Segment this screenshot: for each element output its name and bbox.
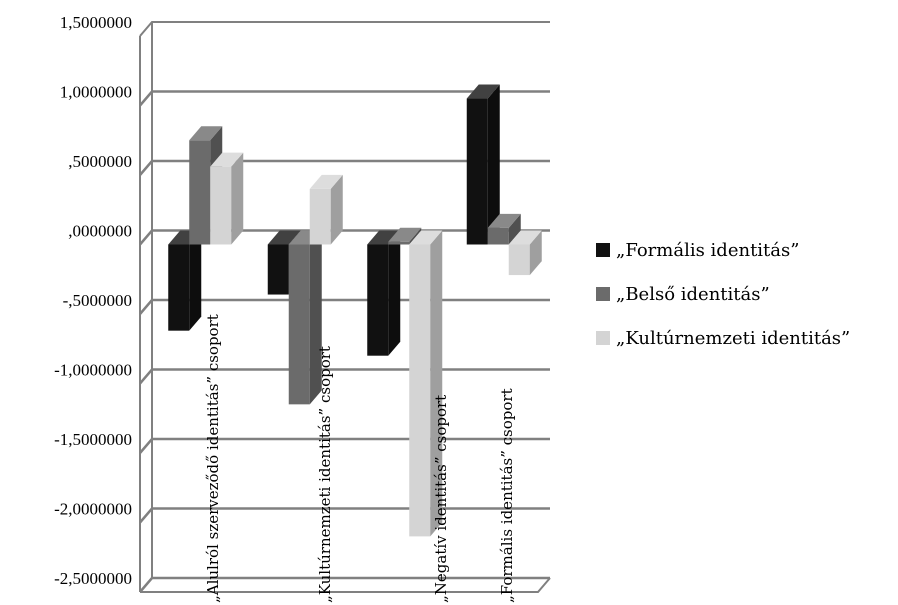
legend-item-kulturnemzeti: „Kultúrnemzeti identitás” bbox=[596, 324, 850, 352]
y-tick-label: -2,5000000 bbox=[54, 569, 132, 588]
bar-front bbox=[168, 244, 190, 331]
bar bbox=[487, 213, 521, 245]
legend: „Formális identitás” „Belső identitás” „… bbox=[596, 236, 850, 368]
y-tick-label: 1,0000000 bbox=[60, 83, 132, 102]
bar-front bbox=[508, 244, 530, 276]
bar-side bbox=[487, 84, 500, 245]
bar-front bbox=[388, 241, 410, 245]
y-axis: 1,5000000 1,0000000 ,5000000 ,0000000 -,5000… bbox=[54, 13, 132, 588]
bar-side bbox=[409, 227, 422, 245]
bar bbox=[309, 174, 343, 245]
x-tick-label: „Kultúrnemzeti identitás” csoport bbox=[316, 346, 334, 603]
bar-front bbox=[189, 140, 211, 245]
legend-item-formalis: „Formális identitás” bbox=[596, 236, 850, 264]
bar bbox=[367, 230, 401, 356]
y-tick-label: ,5000000 bbox=[68, 152, 132, 171]
top-gridline bbox=[139, 21, 550, 37]
gridline bbox=[139, 298, 550, 315]
y-tick-label: -2,0000000 bbox=[54, 500, 132, 519]
bar-side bbox=[529, 230, 542, 276]
bar bbox=[210, 152, 244, 245]
x-axis: „Alulról szerveződő identitás” csoport „K… bbox=[204, 314, 516, 603]
gridline bbox=[139, 159, 550, 176]
legend-swatch bbox=[596, 331, 610, 345]
bar-side bbox=[430, 230, 443, 537]
y-tick-label: ,0000000 bbox=[68, 222, 132, 241]
bar-top bbox=[210, 152, 244, 167]
bar bbox=[288, 230, 322, 405]
bar-side bbox=[231, 152, 244, 245]
bar-top bbox=[367, 230, 401, 245]
bar-top bbox=[487, 213, 521, 228]
legend-item-belso: „Belső identitás” bbox=[596, 280, 850, 308]
legend-label: „Kultúrnemzeti identitás” bbox=[616, 327, 851, 349]
bar bbox=[409, 230, 443, 537]
bar-top bbox=[267, 230, 301, 245]
bar bbox=[168, 230, 202, 331]
y-tick-label: -,5000000 bbox=[63, 291, 132, 310]
floor-front-edge bbox=[140, 577, 551, 593]
y-tick-label: -1,0000000 bbox=[54, 361, 132, 380]
bar-top bbox=[466, 84, 500, 99]
bar bbox=[466, 84, 500, 245]
legend-swatch bbox=[596, 243, 610, 257]
bar bbox=[388, 227, 422, 245]
bar-front bbox=[487, 227, 509, 245]
y-tick-label: -1,5000000 bbox=[54, 430, 132, 449]
gridline bbox=[139, 507, 550, 524]
bar-front bbox=[210, 166, 232, 245]
bars bbox=[168, 84, 542, 537]
x-tick-label: „Formális identitás” csoport bbox=[498, 388, 516, 603]
x-tick-label: „Alulról szerveződő identitás” csoport bbox=[204, 314, 222, 603]
bar-front bbox=[409, 244, 431, 537]
bar-top bbox=[388, 227, 422, 242]
bar-side bbox=[330, 174, 343, 245]
bar bbox=[508, 230, 542, 276]
bar-front bbox=[309, 188, 331, 245]
gridline bbox=[139, 368, 550, 385]
y-tick-label: 1,5000000 bbox=[60, 13, 132, 32]
bar-side bbox=[189, 230, 202, 331]
bar-top bbox=[309, 174, 343, 189]
bar-front bbox=[367, 244, 389, 356]
legend-label: „Belső identitás” bbox=[616, 283, 770, 305]
bar-top bbox=[508, 230, 542, 245]
bar-front bbox=[288, 244, 310, 405]
bar-side bbox=[309, 230, 322, 405]
gridline bbox=[139, 90, 550, 107]
gridline bbox=[139, 576, 550, 593]
legend-swatch bbox=[596, 287, 610, 301]
bar-side bbox=[388, 230, 401, 356]
bar-side bbox=[508, 213, 521, 245]
gridline bbox=[139, 437, 550, 454]
bar-front bbox=[466, 98, 488, 245]
bar-top bbox=[189, 126, 223, 141]
bar-front bbox=[267, 244, 289, 295]
legend-label: „Formális identitás” bbox=[616, 239, 800, 261]
bar-top bbox=[409, 230, 443, 245]
x-tick-label: „Negatív identitás” csoport bbox=[432, 395, 450, 603]
